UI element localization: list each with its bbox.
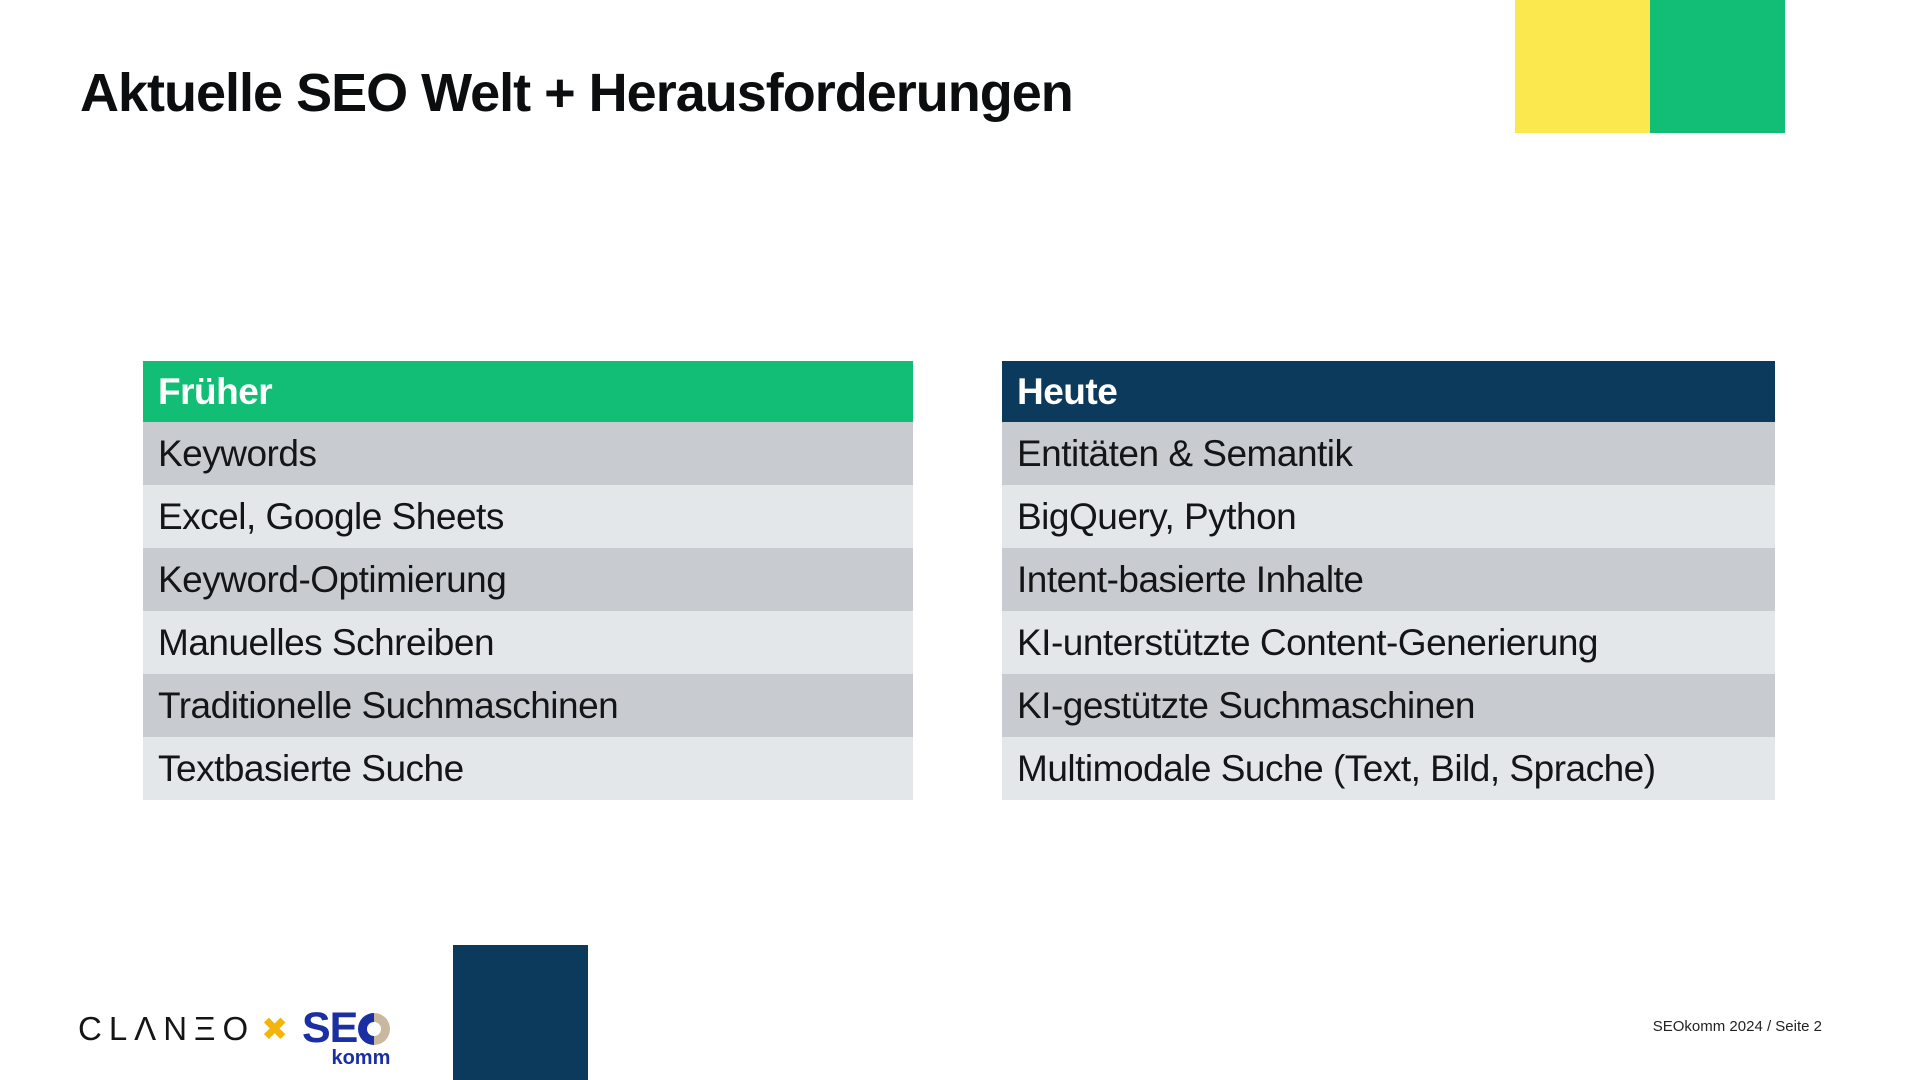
claneo-logo: CLΛNΞO [78,1010,256,1047]
seokomm-logo-text: SE [302,1004,358,1052]
table-heute: Heute Entitäten & Semantik BigQuery, Pyt… [1002,361,1775,800]
table-row: Excel, Google Sheets [143,485,913,548]
table-row: Entitäten & Semantik [1002,422,1775,485]
logo-bar: CLΛNΞO ✖ SE komm [78,1004,391,1069]
table-row: Keyword-Optimierung [143,548,913,611]
table-row: KI-gestützte Suchmaschinen [1002,674,1775,737]
table-frueher: Früher Keywords Excel, Google Sheets Key… [143,361,913,800]
seokomm-o-ring-icon [358,1013,391,1045]
cross-icon: ✖ [261,1011,288,1047]
seokomm-logo-top: SE [302,1004,391,1052]
footer-page-label: SEOkomm 2024 / Seite 2 [1652,1018,1822,1035]
table-row: Textbasierte Suche [143,737,913,800]
page-title: Aktuelle SEO Welt + Herausforderungen [80,63,1074,123]
brand-square-green [1650,0,1785,133]
table-row: Intent-basierte Inhalte [1002,548,1775,611]
table-row: Traditionelle Suchmaschinen [143,674,913,737]
brand-square-yellow [1515,0,1650,133]
decor-navy-square [453,945,588,1080]
table-row: Multimodale Suche (Text, Bild, Sprache) [1002,737,1775,800]
seokomm-logo: SE komm [302,1004,391,1069]
table-heute-header: Heute [1002,361,1775,422]
table-row: Keywords [143,422,913,485]
seokomm-logo-subtext: komm [331,1047,391,1069]
table-frueher-header: Früher [143,361,913,422]
table-row: BigQuery, Python [1002,485,1775,548]
table-row: Manuelles Schreiben [143,611,913,674]
table-row: KI-unterstützte Content-Generierung [1002,611,1775,674]
